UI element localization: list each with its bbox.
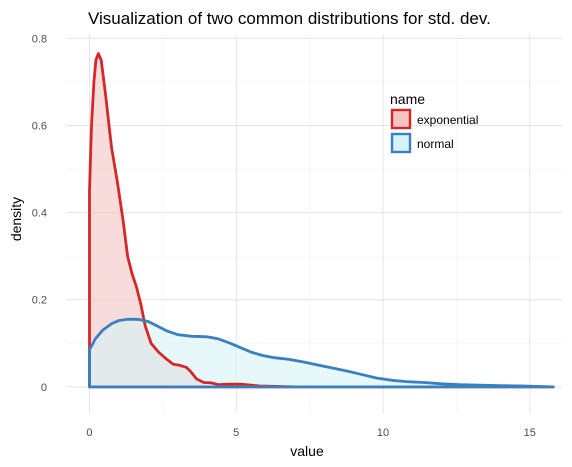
legend-label-exponential: exponential: [417, 113, 478, 127]
legend-item-exponential: exponential: [390, 108, 478, 130]
y-tick-label: 0: [41, 382, 47, 394]
y-tick-label: 0.4: [32, 208, 47, 220]
chart-title: Visualization of two common distribution…: [88, 9, 491, 28]
x-tick-label: 15: [524, 427, 536, 439]
y-tick-label: 0.2: [32, 295, 47, 307]
x-tick-label: 5: [233, 427, 239, 439]
axis-tick-labels: 0 5 10 15 0 0.2 0.4 0.6 0.8: [32, 33, 536, 439]
density-area-normal: [89, 319, 554, 387]
x-tick-label: 0: [86, 427, 92, 439]
y-tick-label: 0.8: [32, 33, 47, 45]
density-line-normal: [88, 317, 555, 389]
legend: name exponential normal: [390, 91, 478, 154]
density-series-layer: [88, 52, 555, 389]
legend-key-exponential: [390, 108, 412, 130]
x-tick-label: 10: [377, 427, 389, 439]
density-line-exponential: [88, 52, 555, 389]
y-axis-title: density: [8, 197, 24, 241]
legend-title: name: [390, 91, 425, 107]
y-tick-label: 0.6: [32, 120, 47, 132]
legend-items: exponential normal: [390, 108, 478, 154]
legend-item-normal: normal: [390, 132, 454, 154]
legend-key-normal: [390, 132, 412, 154]
x-axis-title: value: [290, 443, 324, 459]
legend-label-normal: normal: [417, 137, 454, 151]
